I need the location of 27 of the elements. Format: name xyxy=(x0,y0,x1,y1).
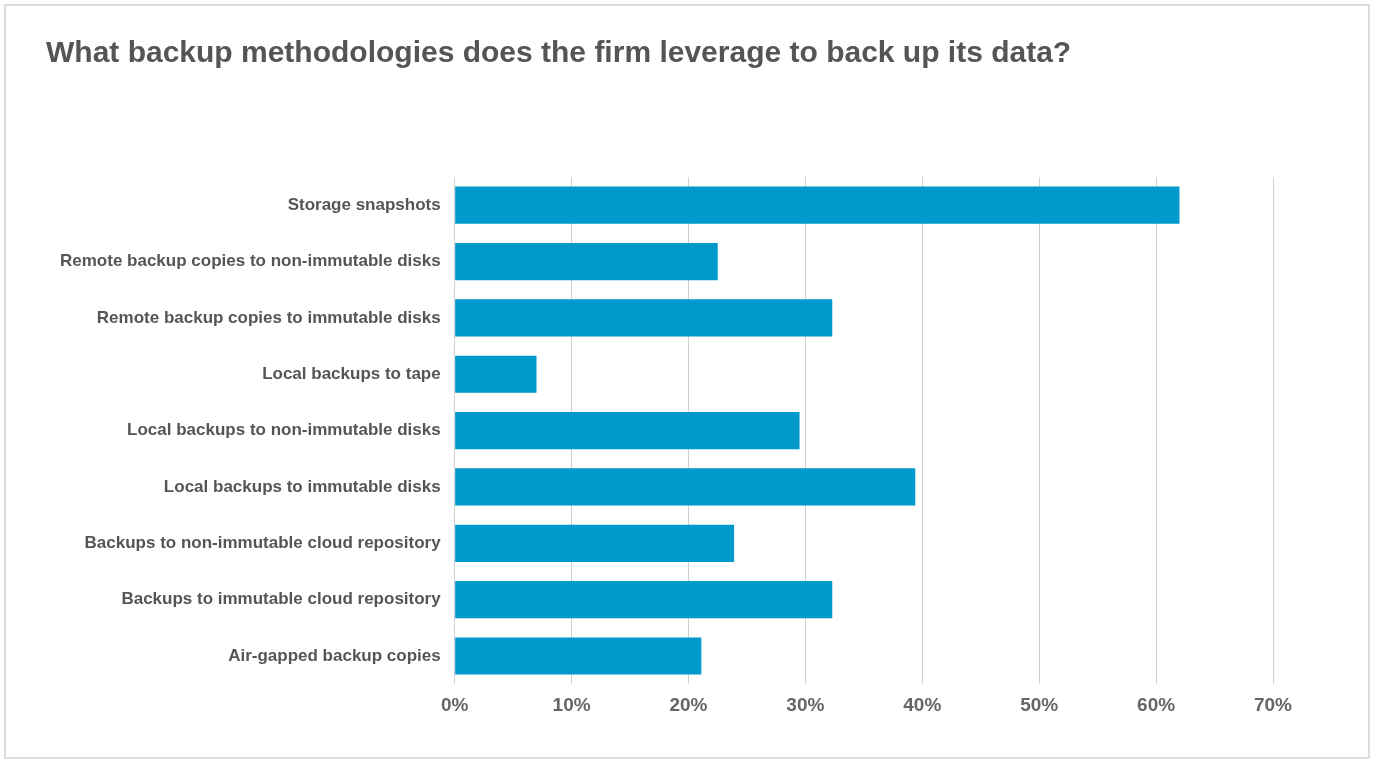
x-tick-label: 50% xyxy=(1020,693,1059,715)
bar xyxy=(455,637,702,675)
x-tick-label: 0% xyxy=(440,693,469,715)
y-tick-label: Local backups to tape xyxy=(262,363,441,383)
x-tick-label: 20% xyxy=(669,693,708,715)
y-tick-label: Backups to non-immutable cloud repository xyxy=(84,533,442,552)
x-tick-label: 70% xyxy=(1253,693,1293,715)
y-tick-label: Local backups to non-immutable disks xyxy=(127,420,441,440)
bar xyxy=(455,524,735,562)
bar xyxy=(455,412,800,450)
y-tick-label: Storage snapshots xyxy=(287,194,441,214)
x-tick-label: 40% xyxy=(903,693,942,715)
x-tick-label: 10% xyxy=(552,693,591,715)
bar xyxy=(455,468,916,506)
x-tick-label: 30% xyxy=(786,693,825,715)
bar xyxy=(455,186,1180,224)
x-tick-label: 60% xyxy=(1137,693,1176,715)
y-tick-label: Backups to immutable cloud repository xyxy=(121,589,442,609)
y-tick-label: Local backups to immutable disks xyxy=(163,476,441,496)
y-tick-label: Air-gapped backup copies xyxy=(228,645,441,665)
bar xyxy=(455,355,537,393)
y-tick-label: Remote backup copies to immutable disks xyxy=(96,307,441,327)
bar xyxy=(455,581,833,619)
bar xyxy=(455,299,833,337)
chart-title: What backup methodologies does the firm leverage to back up its data? xyxy=(46,35,1072,69)
y-tick-label: Remote backup copies to non-immutable disks xyxy=(59,251,441,271)
bar xyxy=(455,242,718,281)
